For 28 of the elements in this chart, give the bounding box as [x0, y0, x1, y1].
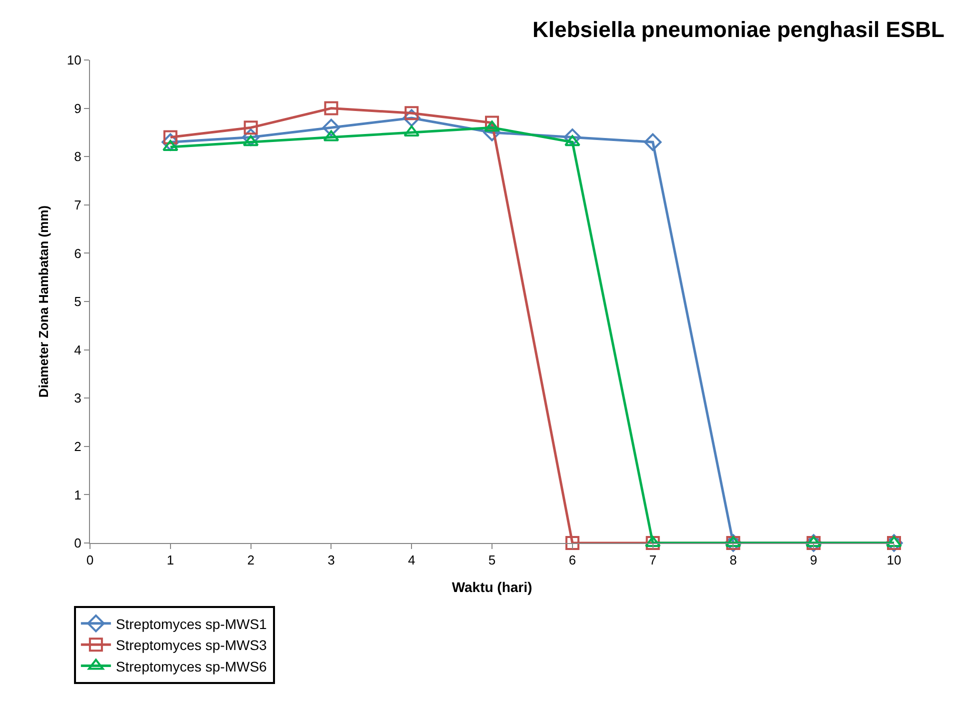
y-tick-label: 6: [74, 246, 82, 261]
x-tick-label: 0: [86, 552, 94, 568]
x-tick-label: 5: [488, 552, 496, 568]
x-tick-label: 10: [886, 552, 902, 568]
y-tick-label: 3: [74, 390, 82, 406]
chart-title: Klebsiella pneumoniae penghasil ESBL: [532, 16, 944, 42]
y-tick-label: 1: [74, 487, 82, 502]
x-tick-label: 3: [328, 552, 335, 568]
y-axis-title: Diameter Zona Hambatan (mm): [36, 205, 51, 398]
y-tick-label: 8: [74, 149, 82, 164]
x-tick-label: 9: [810, 552, 818, 568]
x-tick-label: 6: [568, 552, 576, 568]
y-tick-label: 2: [74, 438, 82, 454]
y-tick-label: 4: [74, 342, 82, 358]
x-tick-label: 1: [166, 552, 174, 568]
x-axis-title: Waktu (hari): [452, 578, 532, 595]
x-tick-label: 7: [649, 552, 656, 568]
y-tick-label: 7: [74, 197, 82, 212]
legend-label: Streptomyces sp-MWS1: [116, 616, 268, 632]
x-tick-label: 8: [730, 552, 737, 568]
y-tick-label: 10: [66, 52, 82, 68]
y-tick-label: 0: [74, 536, 82, 551]
x-tick-label: 2: [247, 552, 254, 568]
legend-label: Streptomyces sp-MWS3: [116, 637, 268, 654]
y-tick-label: 9: [74, 100, 82, 116]
y-tick-label: 5: [74, 294, 82, 310]
legend-label: Streptomyces sp-MWS6: [116, 658, 268, 674]
x-tick-label: 4: [408, 552, 416, 568]
